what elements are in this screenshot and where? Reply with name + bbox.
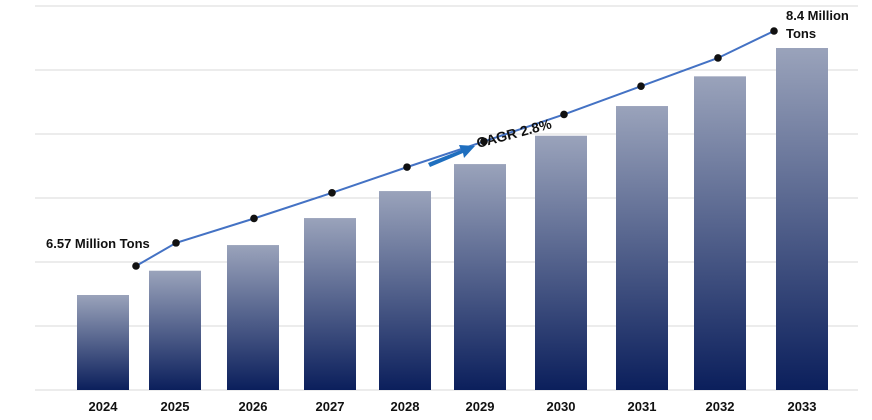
bar-2026 [227,245,279,390]
end-value-label-line1: 8.4 Million [786,8,849,23]
end-value-label-line2: Tons [786,26,816,41]
x-tick-label-2025: 2025 [161,399,190,414]
trend-point-2024 [132,262,140,270]
x-tick-label-2024: 2024 [89,399,119,414]
x-tick-label-2027: 2027 [316,399,345,414]
x-tick-label-2029: 2029 [466,399,495,414]
trend-point-2033 [770,27,778,35]
x-tick-label-2032: 2032 [706,399,735,414]
x-tick-label-2026: 2026 [239,399,268,414]
trend-point-2029 [480,137,488,146]
trend-point-2030 [560,110,568,119]
bar-2033 [776,48,828,390]
trend-line-path [135,30,775,267]
x-tick-label-2033: 2033 [788,399,817,414]
bar-2031 [616,106,668,390]
bars [77,48,828,390]
trend-point-2027 [328,189,336,197]
bar-2027 [304,218,356,390]
trend-point-2025 [172,239,180,247]
bar-2028 [379,191,431,390]
x-tick-label-2031: 2031 [628,399,657,414]
x-tick-label-2028: 2028 [391,399,420,414]
trend-line [132,27,778,270]
bar-2029 [454,164,506,390]
bar-2025 [149,270,201,390]
x-tick-label-2030: 2030 [547,399,576,414]
bar-2024 [77,295,129,390]
bar-2030 [535,135,587,390]
x-axis-ticks: 2024 2025 2026 2027 2028 2029 2030 2031 2032 2033 [89,399,817,414]
trend-point-2031 [637,82,645,91]
start-value-label: 6.57 Million Tons [46,236,150,251]
cagr-arrow-icon [428,145,475,167]
trend-point-2032 [714,54,722,62]
trend-point-2026 [250,214,258,223]
bar-2032 [694,76,746,390]
trend-point-2028 [403,163,411,171]
